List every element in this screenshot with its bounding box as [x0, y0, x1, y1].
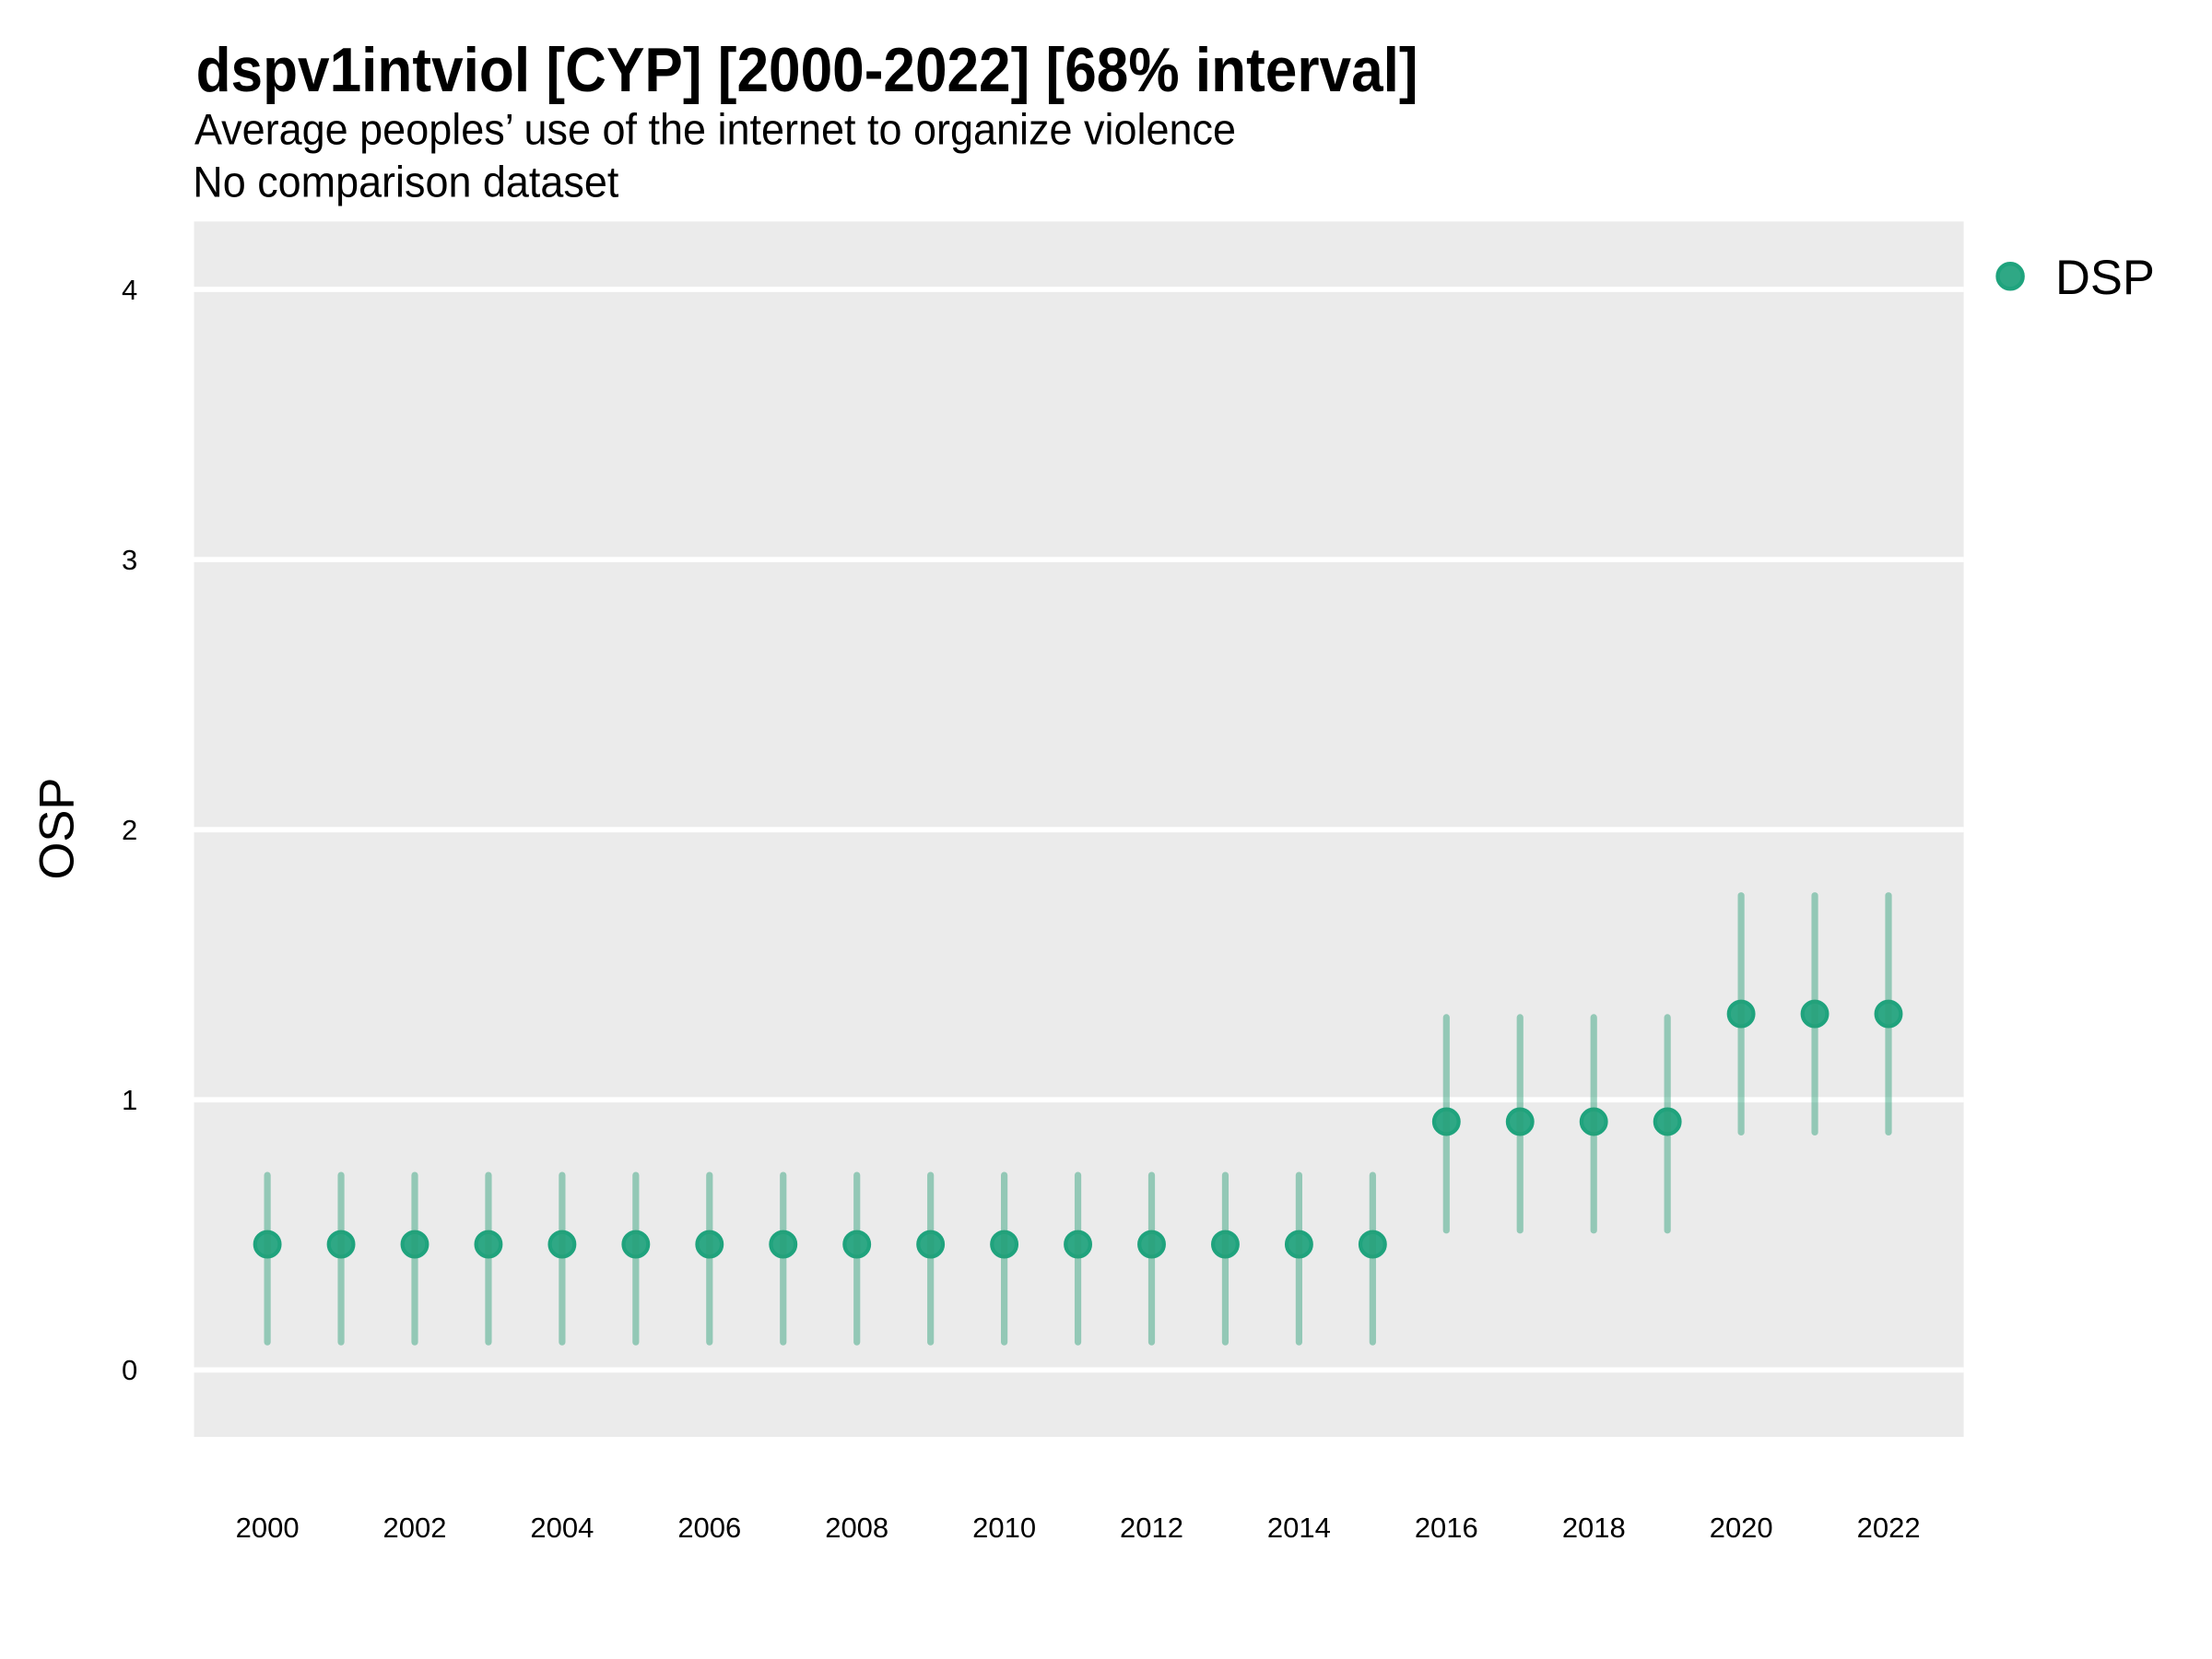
svg-text:2010: 2010: [972, 1512, 1036, 1544]
svg-text:2002: 2002: [383, 1512, 447, 1544]
svg-text:2000: 2000: [236, 1512, 300, 1544]
svg-text:2018: 2018: [1562, 1512, 1626, 1544]
svg-text:2022: 2022: [1857, 1512, 1921, 1544]
svg-text:dspv1intviol [CYP] [2000-2022]: dspv1intviol [CYP] [2000-2022] [68% inte…: [196, 35, 1418, 105]
svg-text:1: 1: [122, 1084, 137, 1116]
svg-text:0: 0: [122, 1354, 137, 1386]
svg-text:2014: 2014: [1267, 1512, 1331, 1544]
svg-text:2012: 2012: [1120, 1512, 1183, 1544]
svg-text:2016: 2016: [1415, 1512, 1478, 1544]
svg-text:2006: 2006: [677, 1512, 741, 1544]
svg-text:4: 4: [122, 274, 137, 306]
svg-text:DSP: DSP: [2055, 251, 2155, 305]
svg-text:No comparison dataset: No comparison dataset: [193, 159, 618, 207]
svg-text:Average peoples’ use of the in: Average peoples’ use of the internet to …: [194, 106, 1236, 155]
svg-text:2: 2: [122, 814, 137, 846]
svg-text:2004: 2004: [530, 1512, 594, 1544]
svg-text:2020: 2020: [1710, 1512, 1773, 1544]
svg-text:2008: 2008: [825, 1512, 888, 1544]
svg-text:3: 3: [122, 544, 137, 576]
svg-text:OSP: OSP: [29, 778, 84, 880]
